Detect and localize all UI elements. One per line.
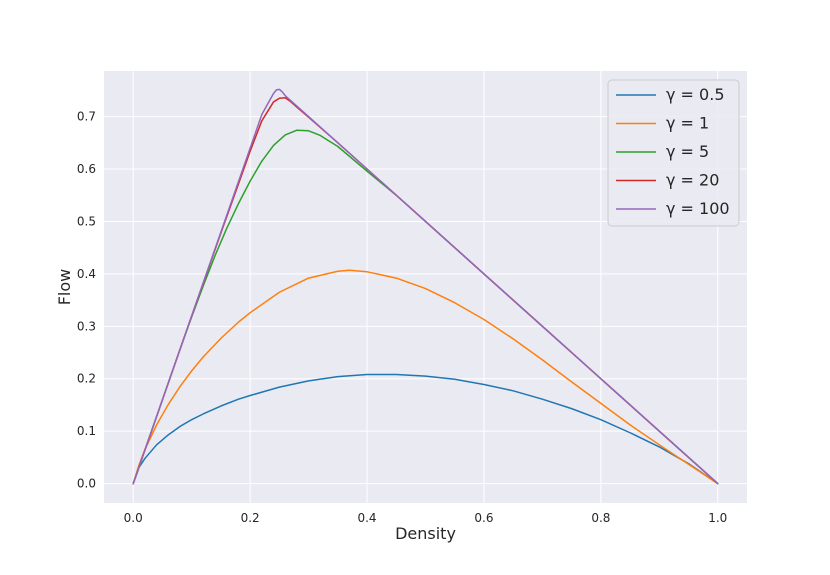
series-line-1 xyxy=(132,269,719,485)
legend-entry-label: γ = 20 xyxy=(666,171,719,190)
series-line-0 xyxy=(132,373,719,485)
y-tick-label: 0.2 xyxy=(77,372,96,386)
legend-box xyxy=(607,79,740,227)
series-line-4 xyxy=(132,88,719,485)
y-tick-label: 0.4 xyxy=(77,267,96,281)
y-tick-label: 0.6 xyxy=(77,162,96,176)
y-tick-label: 0.5 xyxy=(77,214,96,228)
legend-entry-label: γ = 0.5 xyxy=(666,85,725,104)
legend-entry-label: γ = 1 xyxy=(666,114,709,133)
x-tick-label: 0.4 xyxy=(357,511,376,525)
y-tick-label: 0.7 xyxy=(77,110,96,124)
y-tick-label: 0.3 xyxy=(77,319,96,333)
y-tick-labels: 0.0 0.1 0.2 0.3 0.4 0.5 0.6 0.7 xyxy=(77,110,96,491)
series-layer xyxy=(132,88,719,485)
y-tick-label: 0.0 xyxy=(77,477,96,491)
legend: γ = 0.5 γ = 1 γ = 5 γ = 20 γ = 100 xyxy=(607,79,740,227)
x-tick-labels: 0.0 0.2 0.4 0.6 0.8 1.0 xyxy=(124,511,728,525)
x-tick-label: 0.6 xyxy=(474,511,493,525)
legend-entry-label: γ = 100 xyxy=(666,199,730,218)
legend-entry-label: γ = 5 xyxy=(666,142,709,161)
x-tick-label: 1.0 xyxy=(708,511,727,525)
y-axis-label: Flow xyxy=(55,269,74,306)
x-axis-label: Density xyxy=(395,524,456,543)
x-tick-label: 0.2 xyxy=(241,511,260,525)
x-tick-label: 0.8 xyxy=(591,511,610,525)
x-tick-label: 0.0 xyxy=(124,511,143,525)
y-tick-label: 0.1 xyxy=(77,424,96,438)
grid-lines xyxy=(104,71,747,503)
